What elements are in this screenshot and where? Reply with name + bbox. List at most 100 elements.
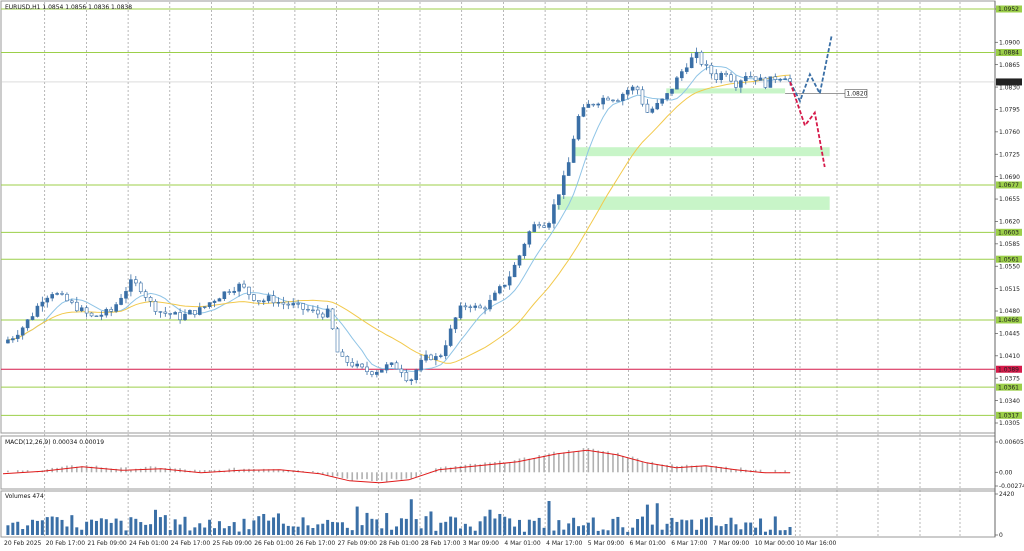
volume-bar: [537, 517, 541, 535]
volume-bar: [449, 516, 453, 535]
volume-bar: [759, 518, 763, 535]
volume-bar: [478, 521, 482, 535]
volume-bar: [778, 530, 782, 535]
candle-body: [247, 286, 251, 295]
volume-bar: [360, 525, 364, 535]
candle-body: [625, 89, 630, 95]
candle-body: [438, 355, 443, 357]
volume-bar: [463, 523, 467, 535]
candle-body: [148, 297, 153, 302]
volume-bar: [257, 516, 261, 535]
candle-body: [680, 71, 684, 79]
volume-bar: [704, 517, 708, 535]
volume-bar: [680, 519, 684, 535]
volume-bar: [149, 524, 153, 535]
candle-body: [576, 116, 581, 140]
volume-bar: [714, 525, 718, 535]
volume-bar: [124, 530, 128, 535]
price-tick-label: 1.0515: [999, 286, 1020, 293]
candle-body: [84, 307, 89, 314]
volume-bar: [217, 521, 221, 535]
volume-bar: [94, 520, 98, 535]
volume-bar: [444, 521, 448, 535]
candle-body: [153, 301, 158, 312]
time-label: 26 Feb 17:00: [296, 540, 336, 547]
volume-bar: [40, 520, 44, 535]
candle-body: [99, 314, 104, 317]
volume-bar: [232, 522, 236, 535]
candle-body: [778, 79, 783, 81]
volume-bar: [640, 516, 644, 535]
candle-body: [212, 300, 217, 303]
volume-bar: [252, 520, 256, 535]
price-level-labels: 1.0952 1.0884 1.0677 1.0603 1.0561 1.0466 1.03…: [844, 5, 1022, 420]
volume-bar: [739, 529, 743, 535]
volume-bar: [70, 515, 74, 535]
volume-bar: [498, 513, 502, 535]
candle-body: [242, 283, 246, 288]
volume-bar: [458, 528, 462, 535]
volume-bar: [424, 516, 428, 535]
volume-bar: [488, 509, 492, 535]
volume-bar: [581, 525, 585, 535]
volume-bar: [527, 519, 531, 535]
volume-tick-label: 2420: [999, 491, 1014, 498]
moving-averages: [7, 65, 791, 372]
candle-body: [178, 312, 182, 321]
volume-bar: [631, 527, 635, 535]
volume-bar: [390, 529, 394, 535]
volume-bar: [660, 529, 664, 535]
candle-body: [689, 57, 694, 69]
candle-body: [684, 67, 689, 72]
volume-bar: [286, 525, 290, 535]
volume-bar: [301, 517, 305, 535]
volume-bar: [26, 525, 30, 535]
candle-body: [40, 301, 45, 307]
candle-body: [527, 231, 532, 245]
candle-body: [768, 76, 773, 88]
candle-body: [783, 78, 787, 80]
candle-body: [468, 306, 473, 308]
green-level-tag: [996, 255, 1022, 263]
candle-body: [15, 334, 20, 339]
volume-bar: [21, 529, 25, 535]
volume-bar: [11, 522, 15, 535]
volume-bar: [611, 518, 615, 535]
volume-bar: [468, 526, 472, 535]
candle-body: [419, 359, 423, 371]
price-tick-label: 1.0655: [999, 196, 1020, 203]
candle-body: [124, 291, 128, 299]
support-zone: [557, 196, 830, 210]
candle-body: [591, 103, 596, 106]
candle-body: [11, 338, 15, 341]
volume-bar: [542, 527, 546, 535]
volume-bar: [335, 522, 339, 535]
volume-bar: [198, 523, 202, 535]
candle-body: [547, 223, 551, 228]
volume-bar: [193, 527, 197, 535]
volume-bar: [60, 519, 64, 535]
current-price-label: 1.0838: [998, 79, 1019, 86]
candle-body: [89, 312, 94, 317]
green-level-label: 1.0317: [998, 413, 1019, 420]
candle-body: [114, 304, 118, 312]
candle-body: [365, 366, 369, 373]
time-label: 6 Mar 01:00: [630, 540, 666, 547]
time-label: 10 Mar 00:00: [755, 540, 795, 547]
support-zones: [557, 88, 830, 210]
candle-body: [670, 88, 674, 94]
volume-bar: [724, 523, 728, 535]
volume-bar: [508, 518, 512, 535]
candle-body: [606, 97, 610, 101]
volume-bar: [31, 519, 35, 535]
volume-bar: [90, 519, 94, 535]
volume-bar: [6, 525, 10, 535]
candle-body: [70, 300, 74, 303]
volume-bar: [783, 530, 787, 535]
candle-body: [316, 309, 320, 315]
volume-bar: [345, 527, 349, 535]
volume-bar: [168, 530, 172, 535]
candle-body: [394, 362, 399, 370]
price-axis: 1.0900 1.0865 1.0830 1.0795 1.0760 1.0725 1.06…: [995, 8, 1020, 427]
candle-body: [586, 103, 591, 108]
